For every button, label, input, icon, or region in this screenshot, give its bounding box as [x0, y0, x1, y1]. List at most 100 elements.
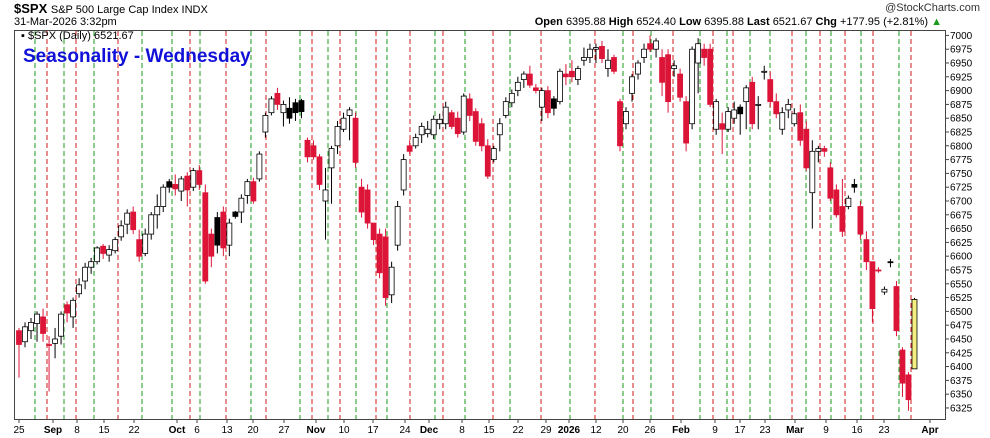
y-tick-label: 6775 — [950, 155, 973, 166]
candle-body — [887, 261, 894, 264]
candle-body — [148, 214, 155, 235]
candle — [605, 49, 611, 77]
x-tick-label: 15 — [98, 425, 110, 436]
candle-body — [502, 101, 509, 116]
candle — [821, 145, 828, 157]
candle — [641, 43, 647, 64]
series-legend: ▪ $SPX (Daily) 6521.67 — [21, 30, 134, 42]
candle — [478, 118, 485, 152]
candle — [593, 43, 599, 64]
candle-body — [370, 222, 377, 241]
candle-body — [587, 48, 593, 58]
chg-value: +177.95 (+2.81%) — [839, 16, 929, 28]
candle — [304, 137, 311, 163]
candle-body — [737, 106, 744, 115]
candle — [94, 246, 101, 265]
candle — [743, 85, 750, 130]
candle — [178, 176, 185, 201]
x-tick-label: 20 — [617, 425, 629, 436]
candle — [220, 206, 227, 257]
candle — [256, 151, 263, 182]
candle-body — [605, 59, 611, 69]
plot-frame — [14, 30, 946, 420]
y-tick-label: 6650 — [950, 224, 973, 235]
candle — [340, 112, 347, 133]
candle — [587, 43, 593, 64]
candle — [442, 101, 449, 130]
candle-body — [184, 175, 191, 191]
high-value: 6524.40 — [636, 16, 677, 28]
candle — [520, 71, 527, 88]
candle-body — [538, 90, 545, 108]
candle-body — [881, 288, 888, 293]
candle — [502, 97, 509, 119]
candle — [557, 68, 563, 105]
low-label: Low — [679, 16, 702, 28]
candle — [803, 120, 810, 171]
candle-body — [406, 145, 413, 152]
x-tick-label: 13 — [221, 425, 233, 436]
candle — [22, 322, 28, 348]
x-tick-label: 20 — [247, 425, 259, 436]
candle — [298, 98, 305, 119]
candle-body — [256, 153, 263, 180]
candle — [454, 111, 461, 138]
candle-body — [863, 239, 870, 263]
x-tick-label: 16 — [851, 425, 863, 436]
candles-group — [16, 35, 918, 411]
x-axis: 25 Sep 8 15 22 Oct 6 13 20 27 Nov 10 17 24 Dec 8 15 22 29 2… — [13, 419, 939, 436]
candle-body — [815, 148, 822, 152]
candle-body — [550, 98, 557, 109]
candle-body — [160, 186, 167, 207]
last-value: 6521.67 — [772, 16, 813, 28]
candle-body — [118, 225, 125, 238]
candle-body — [340, 117, 347, 130]
candle — [899, 347, 906, 397]
candle-body — [310, 145, 317, 158]
candle — [112, 236, 119, 254]
y-tick-label: 6425 — [950, 348, 973, 359]
candle-body — [172, 184, 179, 190]
y-tick-label: 6825 — [950, 128, 973, 139]
x-tick-label: Oct — [169, 425, 186, 436]
candle — [623, 107, 629, 130]
candle-body — [641, 48, 647, 58]
candle-body — [731, 109, 738, 119]
candle — [52, 327, 58, 359]
candle-body — [761, 70, 768, 73]
candle-body — [430, 118, 437, 136]
candle-body — [653, 40, 659, 50]
candle-body — [484, 145, 491, 177]
symbol: $SPX — [14, 1, 48, 16]
y-tick-label: 6900 — [950, 86, 973, 97]
candle-body — [719, 123, 726, 130]
candle-body — [671, 65, 677, 69]
candle — [124, 209, 131, 235]
candle — [64, 301, 70, 323]
candle — [154, 194, 161, 229]
candle-body — [508, 92, 515, 104]
candle-body — [400, 159, 407, 191]
candle — [887, 258, 894, 268]
y-tick-label: 6575 — [950, 265, 973, 276]
candle-body — [268, 98, 275, 114]
candle-body — [581, 57, 587, 61]
chart-title: Seasonality - Wednesday — [23, 46, 251, 67]
candle — [268, 96, 275, 116]
x-tick-label: 26 — [644, 425, 656, 436]
candle-body — [220, 211, 227, 249]
candle — [905, 372, 912, 411]
y-tick-label: 6800 — [950, 141, 973, 152]
x-tick-label: 22 — [128, 425, 140, 436]
candle-body — [557, 70, 563, 103]
candle-body — [683, 101, 690, 144]
candle-body — [202, 192, 209, 282]
candle — [857, 200, 864, 240]
chg-label: Chg — [815, 16, 837, 28]
candle-body — [563, 73, 569, 78]
y-tick-label: 6875 — [950, 100, 973, 111]
candle-body — [52, 338, 58, 344]
candle — [815, 145, 822, 163]
candle-body — [28, 322, 34, 332]
candle-body — [178, 178, 185, 192]
